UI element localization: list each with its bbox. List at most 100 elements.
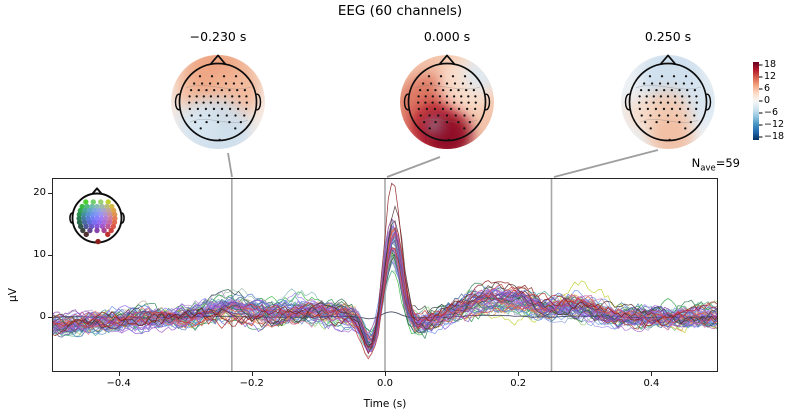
sensor-dot — [460, 95, 463, 98]
colorbar-gradient — [753, 62, 763, 140]
contour-line — [418, 119, 478, 123]
connector-line-left — [227, 152, 233, 178]
topomap-time-label-1: −0.230 s — [189, 29, 247, 44]
sensor-dot — [638, 95, 641, 98]
inset-sensor-dot — [95, 238, 101, 245]
sensor-dot — [690, 82, 694, 85]
sensor-dot — [461, 82, 465, 85]
sensor-dot — [216, 82, 220, 85]
inset-sensor-dot — [111, 211, 118, 218]
sensor-dot — [428, 114, 431, 117]
sensor-dot — [417, 107, 420, 111]
sensor-dot — [654, 107, 658, 111]
inset-sensor-dot — [98, 199, 104, 205]
sensor-dot — [224, 101, 227, 104]
sensor-dot — [695, 101, 698, 104]
sensor-dot — [197, 88, 200, 92]
sensor-dot — [228, 88, 231, 92]
sensor-dot — [666, 82, 670, 85]
inset-sensor-dot — [105, 231, 111, 238]
colorbar-tick-label: 18 — [764, 59, 777, 70]
colorbar-tick-label: −18 — [764, 131, 785, 142]
sensor-dot — [438, 95, 442, 98]
y-tick-label: 20 — [33, 187, 46, 198]
sensor-dot — [427, 75, 431, 78]
sensor-dot — [424, 95, 427, 98]
sensor-dot — [228, 107, 232, 111]
inset-sensor-dot — [83, 199, 89, 205]
sensor-dot — [678, 88, 681, 92]
sensor-dot — [655, 120, 658, 124]
x-tick — [118, 372, 120, 376]
sensor-dot — [452, 95, 456, 98]
sensor-dot — [426, 88, 429, 92]
inset-sensor-dot — [109, 203, 115, 210]
x-tick — [251, 372, 253, 376]
colorbar-tick-label: −6 — [764, 107, 779, 118]
sensor-dot — [668, 138, 671, 142]
sensor-dot — [469, 82, 473, 85]
sensor-dot — [463, 114, 466, 117]
sensor-dot — [196, 107, 200, 111]
sensor-dot — [640, 114, 643, 117]
sensor-dot — [216, 95, 220, 98]
sensor-dot — [672, 75, 676, 78]
sensor-dot — [202, 95, 205, 98]
connector-line-right — [553, 149, 659, 178]
sensor-dot — [681, 101, 684, 104]
sensor-dot — [639, 88, 643, 92]
inset-sensor-dot — [80, 227, 86, 234]
inset-sensor-dot — [99, 203, 105, 210]
sensor-dot — [209, 95, 213, 98]
sensor-dot — [666, 101, 670, 104]
y-axis-label: µV — [7, 288, 19, 302]
sensor-dot — [437, 82, 441, 85]
sensor-dot — [188, 95, 191, 98]
sensor-dot — [674, 101, 677, 104]
contour-line — [414, 85, 481, 90]
sensor-dot — [188, 101, 191, 104]
y-tick — [48, 317, 52, 318]
topomap-time-label-3: 0.250 s — [644, 29, 692, 44]
x-tick — [385, 372, 386, 376]
y-tick-label: 10 — [33, 249, 46, 260]
sensor-dot — [474, 107, 477, 111]
inset-sensor-dot — [87, 227, 93, 234]
inset-sensor-dot — [99, 223, 106, 230]
sensor-dot — [216, 114, 220, 117]
n-average-sub: ave — [700, 163, 716, 174]
inset-sensor-dot — [89, 203, 95, 210]
sensor-dot — [216, 120, 220, 124]
inset-sensor-dot — [76, 211, 83, 218]
sensor-dot — [655, 88, 658, 92]
sensor-dot — [425, 107, 429, 111]
sensor-dot — [675, 114, 678, 117]
sensor-dot — [195, 95, 198, 98]
connector-line-mid — [386, 156, 441, 178]
inset-sensor-dot — [94, 211, 100, 218]
figure-title: EEG (60 channels) — [337, 3, 463, 19]
colorbar: 18 12 6 0 −6 −12 −18 — [751, 58, 797, 154]
sensor-dot — [445, 114, 449, 117]
inset-sensor-dot — [96, 219, 103, 226]
sensor-dot — [434, 88, 437, 92]
sensor-dot — [666, 114, 670, 117]
x-axis-label: Time (s) — [363, 398, 407, 410]
sensor-dot — [234, 127, 237, 130]
sensor-dot — [660, 75, 664, 78]
inset-sensor-dot — [76, 215, 82, 222]
sensor-dot — [437, 114, 440, 117]
sensor-dot — [208, 114, 211, 117]
inset-sensor-dot — [103, 211, 109, 218]
sensor-dot — [423, 120, 426, 124]
sensor-dot — [463, 75, 467, 78]
sensor-dot — [652, 101, 655, 104]
sensor-dot — [688, 101, 691, 104]
ear-right-outline — [256, 93, 262, 111]
sensor-dot — [194, 120, 197, 124]
sensor-dot — [474, 101, 477, 104]
sensor-dot — [234, 114, 237, 117]
inset-sensor-dot — [83, 223, 89, 230]
head-outline — [407, 62, 487, 142]
